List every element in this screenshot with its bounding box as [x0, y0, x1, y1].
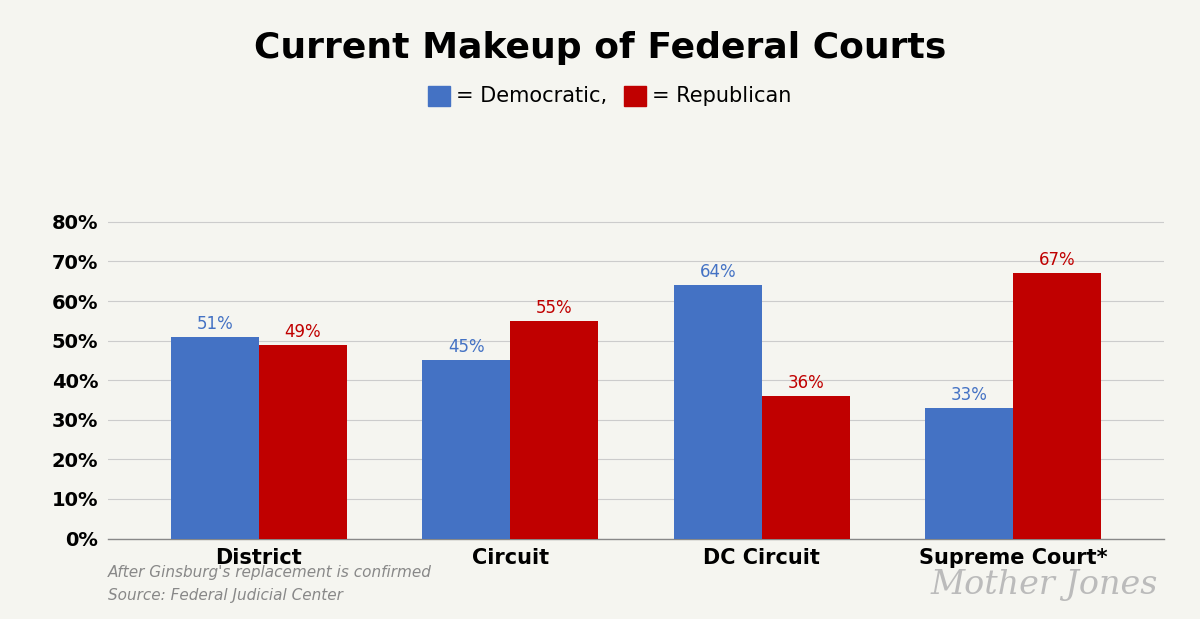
Bar [510, 321, 599, 539]
Text: = Democratic,: = Democratic, [456, 86, 607, 106]
Bar [1013, 274, 1102, 539]
Text: 45%: 45% [448, 339, 485, 357]
Text: 67%: 67% [1039, 251, 1075, 269]
Text: Current Makeup of Federal Courts: Current Makeup of Federal Courts [254, 31, 946, 65]
Text: Source: Federal Judicial Center: Source: Federal Judicial Center [108, 588, 343, 603]
Bar [762, 396, 850, 539]
Text: 33%: 33% [950, 386, 988, 404]
Text: 36%: 36% [787, 374, 824, 392]
Text: Mother Jones: Mother Jones [930, 569, 1158, 601]
Text: = Republican: = Republican [652, 86, 791, 106]
Text: 51%: 51% [197, 314, 233, 332]
Text: 64%: 64% [700, 263, 736, 281]
Bar [422, 360, 510, 539]
Bar [259, 345, 347, 539]
Bar [673, 285, 762, 539]
Bar [170, 337, 259, 539]
Text: 49%: 49% [284, 322, 322, 340]
Text: 55%: 55% [536, 299, 572, 317]
Bar [925, 408, 1013, 539]
Text: After Ginsburg's replacement is confirmed: After Ginsburg's replacement is confirme… [108, 565, 432, 580]
